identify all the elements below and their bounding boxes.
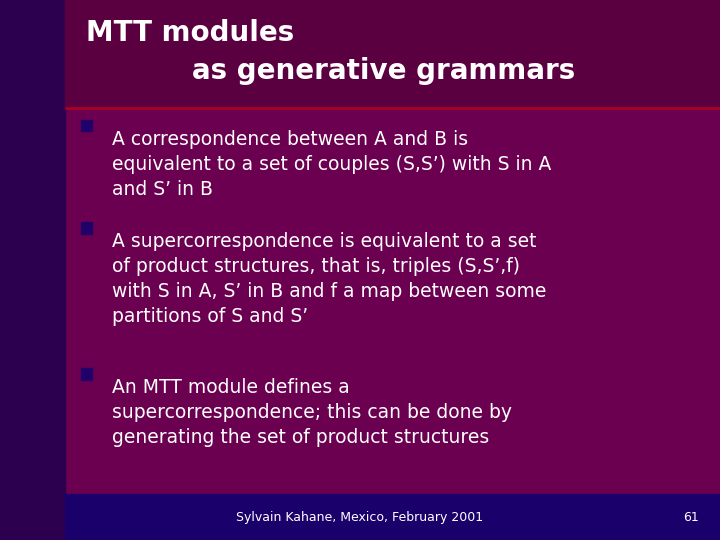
Bar (81, 222, 92, 234)
Bar (81, 119, 92, 131)
Text: Sylvain Kahane, Mexico, February 2001: Sylvain Kahane, Mexico, February 2001 (236, 510, 484, 524)
Text: An MTT module defines a
supercorrespondence; this can be done by
generating the : An MTT module defines a supercorresponde… (112, 378, 512, 447)
Bar (0, 0, 65, 540)
Text: A supercorrespondence is equivalent to a set
of product structures, that is, tri: A supercorrespondence is equivalent to a… (112, 232, 546, 326)
Text: as generative grammars: as generative grammars (86, 57, 576, 85)
Bar (65, 494, 720, 540)
Bar (65, 0, 720, 108)
Text: 61: 61 (683, 510, 698, 524)
Bar (81, 368, 92, 380)
Text: MTT modules: MTT modules (86, 19, 294, 47)
Text: A correspondence between A and B is
equivalent to a set of couples (S,S’) with S: A correspondence between A and B is equi… (112, 130, 551, 199)
